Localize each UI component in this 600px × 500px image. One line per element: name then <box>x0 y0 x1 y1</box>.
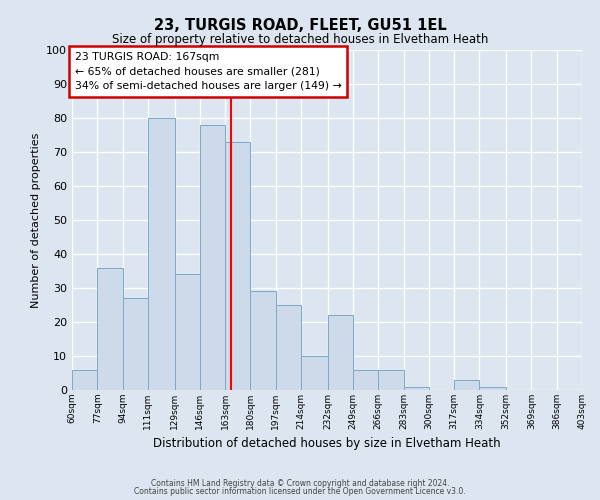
Text: Size of property relative to detached houses in Elvetham Heath: Size of property relative to detached ho… <box>112 32 488 46</box>
Bar <box>301 356 328 390</box>
Bar <box>582 386 600 390</box>
Bar <box>378 370 404 390</box>
Bar <box>72 370 97 390</box>
Bar <box>250 292 276 390</box>
Bar <box>225 142 250 390</box>
Y-axis label: Number of detached properties: Number of detached properties <box>31 132 41 308</box>
Bar <box>276 305 301 390</box>
Text: 23 TURGIS ROAD: 167sqm
← 65% of detached houses are smaller (281)
34% of semi-de: 23 TURGIS ROAD: 167sqm ← 65% of detached… <box>74 52 341 92</box>
Bar <box>200 125 225 390</box>
X-axis label: Distribution of detached houses by size in Elvetham Heath: Distribution of detached houses by size … <box>153 438 501 450</box>
Bar <box>479 386 506 390</box>
Text: 23, TURGIS ROAD, FLEET, GU51 1EL: 23, TURGIS ROAD, FLEET, GU51 1EL <box>154 18 446 32</box>
Bar <box>404 386 429 390</box>
Bar <box>175 274 200 390</box>
Bar <box>454 380 479 390</box>
Bar <box>122 298 148 390</box>
Bar <box>97 268 122 390</box>
Text: Contains public sector information licensed under the Open Government Licence v3: Contains public sector information licen… <box>134 487 466 496</box>
Bar <box>148 118 175 390</box>
Text: Contains HM Land Registry data © Crown copyright and database right 2024.: Contains HM Land Registry data © Crown c… <box>151 478 449 488</box>
Bar <box>328 315 353 390</box>
Bar <box>353 370 378 390</box>
